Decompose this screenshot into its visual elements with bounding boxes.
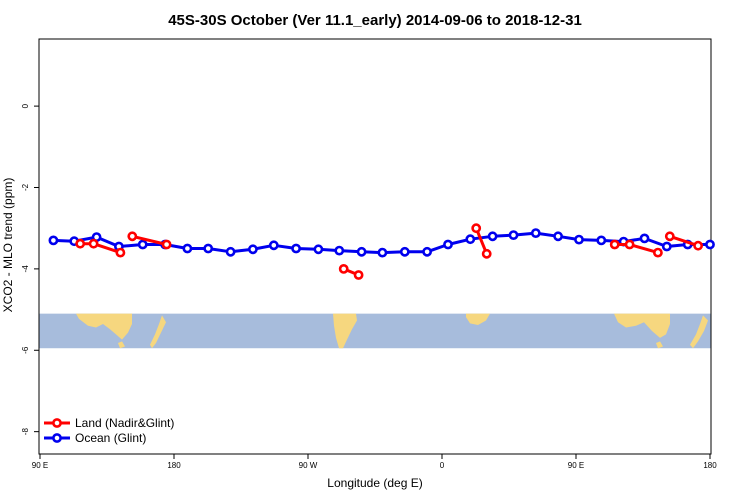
data-point-land-nadir-glint [664,231,675,242]
data-point-ocean-glint [313,244,324,255]
data-point-land-nadir-glint [609,239,620,250]
x-tick-label: 0 [440,461,445,470]
map-land-australia-left [76,313,132,340]
data-point-land-nadir-glint [75,238,86,249]
data-point-land-nadir-glint [653,247,663,258]
data-point-ocean-glint [574,234,584,245]
data-point-ocean-glint [268,240,279,251]
legend-marker-land-nadir-glint [52,418,62,428]
data-point-land-nadir-glint [471,223,482,234]
data-point-ocean-glint [487,231,498,242]
data-point-land-nadir-glint [338,263,349,274]
y-tick-label: -2 [21,183,30,191]
x-axis-label: Longitude (deg E) [327,476,422,490]
y-tick-label: 0 [21,103,30,108]
map-land-south-america [333,313,357,349]
data-point-ocean-glint [137,239,148,250]
map-land-australia-right [614,313,670,338]
map-strip-ocean [39,313,711,349]
series-line-land-nadir-glint [669,234,699,248]
map-land-newzealand-left [150,315,166,349]
data-point-ocean-glint [443,239,453,250]
y-tick-label: -4 [21,265,30,273]
map-land-africa [466,313,490,326]
map-land-newzealand-right [690,315,708,349]
data-point-ocean-glint [291,243,301,254]
x-tick-label: 90 E [568,461,584,470]
data-point-ocean-glint [225,246,236,257]
data-point-land-nadir-glint [88,238,99,249]
data-point-land-nadir-glint [127,231,138,242]
data-point-ocean-glint [553,231,563,242]
data-point-land-nadir-glint [624,239,635,250]
y-axis-label: XCO2 - MLO trend (ppm) [1,178,15,313]
legend-label-ocean-glint: Ocean (Glint) [75,431,146,445]
y-tick-label: -8 [21,428,30,436]
map-land-tasmania-left [118,341,125,349]
x-tick-label: 180 [703,461,717,470]
data-point-land-nadir-glint [693,240,703,251]
x-tick-label: 90 E [32,461,48,470]
legend-label-land-nadir-glint: Land (Nadir&Glint) [75,416,174,430]
data-point-ocean-glint [596,235,607,246]
data-point-land-nadir-glint [115,247,126,258]
data-point-ocean-glint [182,243,193,254]
data-point-ocean-glint [465,234,476,245]
data-point-ocean-glint [356,246,367,257]
x-tick-label: 90 W [299,461,318,470]
data-point-land-nadir-glint [353,270,364,280]
data-point-land-nadir-glint [161,239,172,250]
data-point-ocean-glint [377,247,388,258]
data-point-ocean-glint [639,233,650,244]
data-point-ocean-glint [661,241,672,252]
data-point-ocean-glint [705,239,715,250]
series-line-land-nadir-glint [131,234,167,246]
plot-area: 90 E 180 90 W 0 90 E 180 0 -2 -4 -6 -8 Land (Nadir&… [21,38,717,470]
data-point-ocean-glint [530,228,541,238]
y-tick-label: -6 [21,346,30,354]
x-tick-label: 180 [167,461,181,470]
chart-title: 45S-30S October (Ver 11.1_early) 2014-09… [168,12,582,29]
data-point-ocean-glint [203,243,214,254]
data-point-ocean-glint [399,246,410,257]
data-point-ocean-glint [247,244,258,255]
data-point-ocean-glint [334,245,345,256]
map-land-tasmania-right [656,341,663,349]
legend-marker-ocean-glint [52,433,62,443]
data-point-ocean-glint [48,235,59,246]
data-point-land-nadir-glint [481,248,492,259]
data-point-ocean-glint [422,246,432,257]
data-point-ocean-glint [508,230,519,240]
